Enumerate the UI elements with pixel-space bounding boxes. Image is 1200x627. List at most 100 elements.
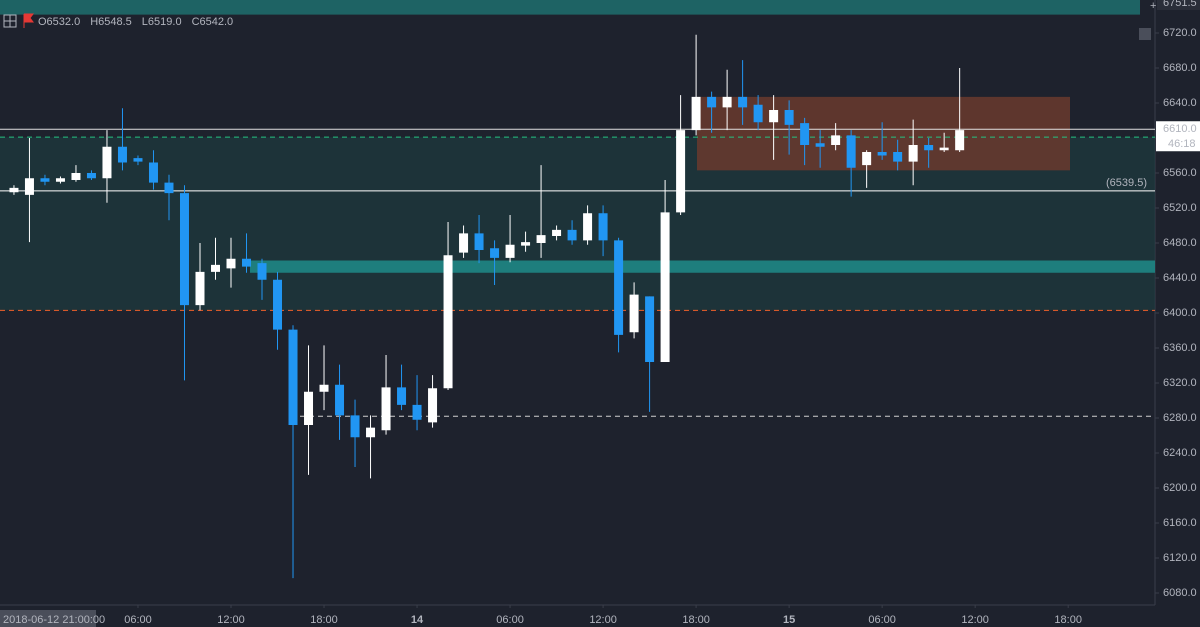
candle-body	[846, 135, 856, 168]
candle-body	[412, 404, 422, 420]
last-price-bg	[1156, 121, 1200, 152]
candle-body	[319, 384, 329, 392]
candle-body	[769, 109, 779, 123]
candle-body	[474, 233, 484, 250]
y-tick-label: 6720.0	[1163, 27, 1197, 39]
x-tick-label: 14	[411, 614, 424, 626]
candle-body	[257, 263, 267, 280]
ohlc-header: C6542.0	[192, 16, 234, 28]
last-price-label: 6610.0	[1163, 123, 1197, 135]
y-tick-label: 6280.0	[1163, 412, 1197, 424]
y-tick-label: 6400.0	[1163, 307, 1197, 319]
candle-body	[583, 213, 593, 241]
candle-body	[304, 391, 314, 426]
candle-body	[676, 130, 686, 213]
scale-icon[interactable]	[1139, 28, 1151, 40]
candle-body	[893, 151, 903, 162]
x-tick-label: 18:00	[682, 614, 710, 626]
x-tick-label: 12:00	[961, 614, 989, 626]
x-tick-label: 12:00	[589, 614, 617, 626]
top-label: 6751.5	[1163, 0, 1197, 9]
candle-body	[381, 387, 391, 431]
x-tick-label: 06:00	[124, 614, 152, 626]
zone	[250, 260, 1155, 273]
candle-body	[443, 255, 453, 389]
y-tick-label: 6680.0	[1163, 62, 1197, 74]
candle-body	[288, 329, 298, 426]
crosshair-time: 2018-06-12 21:00:00	[3, 614, 105, 626]
candle-body	[40, 178, 50, 182]
top-label-bg	[1157, 0, 1200, 10]
candle-body	[148, 162, 158, 183]
candle-body	[55, 178, 65, 182]
candle-body	[366, 427, 376, 438]
candle-body	[707, 96, 717, 108]
candle-body	[660, 212, 670, 363]
candle-body	[800, 123, 810, 145]
candle-body	[738, 96, 748, 108]
candle-body	[877, 151, 887, 156]
y-tick-label: 6520.0	[1163, 202, 1197, 214]
candle-body	[614, 240, 624, 335]
candle-body	[164, 182, 174, 194]
candle-body	[133, 158, 143, 162]
zone	[697, 96, 1070, 171]
y-tick-label: 6640.0	[1163, 97, 1197, 109]
candle-body	[71, 172, 81, 180]
crosshair-time-bg	[0, 610, 96, 627]
y-tick-label: 6120.0	[1163, 552, 1197, 564]
candle-body	[350, 415, 360, 438]
candle-body	[598, 213, 608, 241]
candle-body	[397, 387, 407, 405]
candle-body	[567, 229, 577, 241]
x-tick-label: 12:00	[217, 614, 245, 626]
candle-body	[195, 271, 205, 306]
candle-body	[490, 248, 500, 258]
candle-body	[955, 130, 965, 151]
y-tick-label: 6240.0	[1163, 447, 1197, 459]
y-tick-label: 6360.0	[1163, 342, 1197, 354]
candle-body	[753, 104, 763, 123]
flag-icon[interactable]	[23, 13, 34, 28]
candle-body	[784, 109, 794, 125]
y-tick-label: 6480.0	[1163, 237, 1197, 249]
candle-body	[210, 264, 220, 272]
candle-body	[335, 384, 345, 416]
candle-body	[862, 151, 872, 166]
candle-body	[226, 258, 236, 269]
ohlc-header: L6519.0	[142, 16, 182, 28]
candle-body	[117, 146, 127, 163]
candle-body	[691, 96, 701, 131]
candle-body	[24, 178, 34, 195]
candle-body	[908, 144, 918, 162]
candle-body	[831, 135, 841, 145]
candle-body	[102, 146, 112, 179]
plus-icon[interactable]: +	[1150, 0, 1156, 12]
candle-body	[939, 147, 949, 151]
y-tick-label: 6160.0	[1163, 517, 1197, 529]
ohlc-header: H6548.5	[90, 16, 132, 28]
candle-body	[505, 244, 515, 258]
candle-body	[722, 96, 732, 108]
x-tick-label: 06:00	[496, 614, 524, 626]
price-axis-bg	[1155, 0, 1200, 627]
candle-body	[552, 229, 562, 236]
candle-body	[273, 279, 283, 330]
candle-body	[459, 233, 469, 253]
x-tick-label: 06:00	[868, 614, 896, 626]
y-tick-label: 6080.0	[1163, 587, 1197, 599]
candle-body	[179, 193, 189, 306]
plot: (6539.5)	[0, 0, 1155, 579]
candle-body	[86, 172, 96, 179]
y-tick-label: 6440.0	[1163, 272, 1197, 284]
y-tick-label: 6320.0	[1163, 377, 1197, 389]
y-tick-label: 6200.0	[1163, 482, 1197, 494]
candle-body	[9, 187, 19, 193]
candle-body	[428, 388, 438, 423]
x-tick-label: 18:00	[310, 614, 338, 626]
candle-body	[924, 144, 934, 151]
ohlc-header: O6532.0	[38, 16, 80, 28]
candle-body	[242, 258, 252, 267]
